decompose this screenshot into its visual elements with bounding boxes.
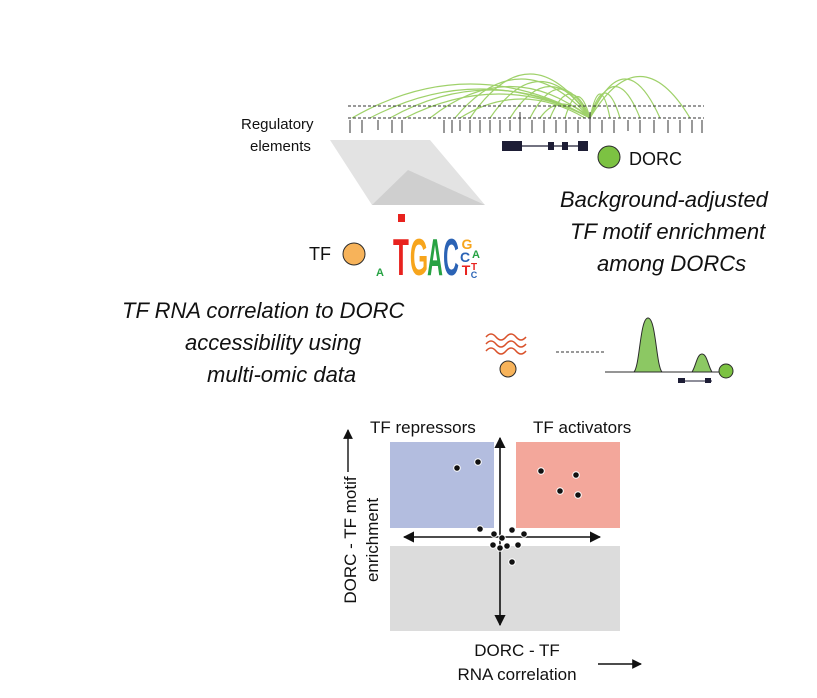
zoom-wedge-shade: [372, 170, 485, 205]
rna-wave-icon: [485, 333, 527, 355]
tf-point: [520, 530, 528, 538]
enrichment-label-line1: Background-adjusted: [560, 187, 769, 212]
tf-point: [489, 541, 497, 549]
tf-point: [503, 542, 511, 550]
motif-letter-small: T: [462, 262, 471, 278]
tf-points: [453, 458, 582, 566]
motif-letter-small: T: [471, 262, 477, 273]
tf-label: TF: [309, 244, 331, 264]
tf-point: [574, 491, 582, 499]
motif-letter-small: C: [460, 249, 470, 265]
tf-point: [474, 458, 482, 466]
regulatory-track: [348, 105, 704, 133]
motif-letter-main: C: [443, 229, 459, 286]
motif-letter-main: T: [393, 228, 409, 286]
gene-model-icon: [502, 141, 588, 151]
tf-point: [498, 534, 506, 542]
y-axis-label-line1: DORC - TF motif: [341, 476, 360, 603]
tf-point: [556, 487, 564, 495]
correlation-label-line1: TF RNA correlation to DORC: [122, 298, 405, 323]
tf-point: [514, 541, 522, 549]
tf-point: [537, 467, 545, 475]
dorc-label: DORC: [629, 149, 682, 169]
correlation-label-line2: accessibility using: [185, 330, 362, 355]
regulatory-label-line1: Regulatory: [241, 116, 314, 133]
tf-point: [453, 464, 461, 472]
repressors-label: TF repressors: [370, 418, 476, 437]
repressor-quadrant: [390, 442, 494, 528]
activator-quadrant: [516, 442, 620, 528]
enrichment-label-line2: TF motif enrichment: [570, 219, 766, 244]
background-region: [390, 546, 620, 631]
accessibility-peaks: [605, 317, 722, 373]
motif-letter-main: G: [410, 227, 428, 286]
motif-letter-main: A: [427, 229, 443, 286]
dorc-marker-icon: [597, 145, 621, 169]
correlation-label-line3: multi-omic data: [207, 362, 356, 387]
tf-point: [572, 471, 580, 479]
motif-letter-small: G: [462, 236, 473, 252]
motif-logo: A T G A C G C A T T C: [376, 214, 480, 287]
x-axis-label-line2: RNA correlation: [457, 665, 576, 684]
tf-point: [508, 526, 516, 534]
peak-gene-links: [351, 73, 691, 119]
small-gene-model-icon: [678, 378, 712, 383]
enrichment-label-line3: among DORCs: [597, 251, 746, 276]
tf-point: [508, 558, 516, 566]
motif-letter-small: A: [472, 249, 480, 261]
tf-point: [496, 544, 504, 552]
tf-point: [476, 525, 484, 533]
motif-top-mark: [398, 214, 405, 222]
motif-letter-small: C: [471, 270, 478, 280]
y-axis-label-line2: enrichment: [363, 498, 382, 582]
activators-label: TF activators: [533, 418, 631, 437]
tf-point: [490, 530, 498, 538]
dorc-small-marker-icon: [718, 363, 734, 379]
motif-letter-small: A: [376, 267, 384, 279]
y-axis-label-group: DORC - TF motif enrichment: [341, 476, 382, 603]
tf-rna-marker-icon: [499, 360, 517, 378]
tf-marker-icon: [342, 242, 366, 266]
x-axis-label-line1: DORC - TF: [474, 641, 560, 660]
regulatory-label-line2: elements: [250, 138, 311, 155]
